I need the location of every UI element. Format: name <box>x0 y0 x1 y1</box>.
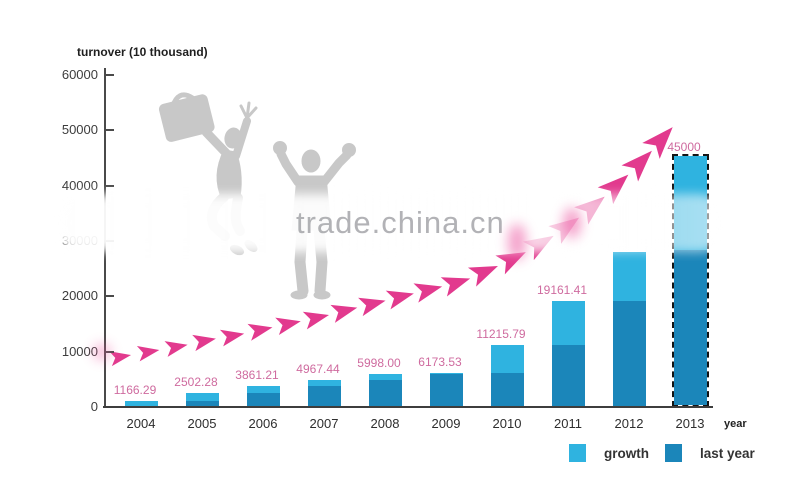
bar-segment-last-year <box>246 393 280 407</box>
bar-value-label: 4967.44 <box>296 361 340 376</box>
bar-segment-last-year <box>673 250 707 405</box>
x-tick-label: 2004 <box>126 416 156 431</box>
bar-segment-last-year <box>429 373 463 407</box>
bar-value-label: 1166.29 <box>113 382 157 397</box>
y-tick-label: 50000 <box>61 122 98 138</box>
bar-value-label: 6173.53 <box>418 354 462 369</box>
bar-segment-growth <box>185 393 219 401</box>
chart-title: turnover (10 thousand) <box>77 45 208 59</box>
bar-value-label: 19161.41 <box>536 282 588 297</box>
bar-segment-last-year <box>307 385 341 407</box>
x-tick-label: 2008 <box>370 416 400 431</box>
y-tick-label: 10000 <box>61 343 98 359</box>
x-axis-line <box>103 406 713 408</box>
legend-label-growth: growth <box>604 445 649 461</box>
legend: growth last year <box>569 444 755 462</box>
x-tick-label: 2005 <box>187 416 217 431</box>
x-axis-title: year <box>724 418 747 430</box>
blurred-arrow-smudge <box>93 344 111 360</box>
y-tick-label: 40000 <box>61 177 98 193</box>
bar-segment-last-year <box>612 300 646 407</box>
bar-segment-growth <box>429 372 463 374</box>
y-tick-label: 0 <box>90 399 98 414</box>
blurred-arrow-smudge <box>563 208 581 238</box>
bar-segment-growth <box>368 373 402 380</box>
bar-value-label: 45000 <box>667 140 701 154</box>
bar-segment-growth <box>246 385 280 394</box>
blurred-arrow-smudge <box>508 224 526 260</box>
bar-2007 <box>307 379 341 407</box>
bar-segment-growth <box>124 400 158 407</box>
bar-2008 <box>368 373 402 407</box>
bar-2009 <box>429 372 463 407</box>
bar-segment-growth <box>490 344 524 373</box>
x-tick-label: 2011 <box>554 416 582 431</box>
y-tick-mark <box>106 184 114 187</box>
bar-segment-last-year <box>368 379 402 407</box>
bar-2006 <box>246 385 280 407</box>
watermark-text: trade.china.cn <box>296 205 505 240</box>
bar-2010 <box>490 344 524 407</box>
legend-swatch-growth <box>569 444 586 462</box>
x-tick-label: 2010 <box>492 416 522 431</box>
bar-segment-growth <box>551 300 585 345</box>
y-tick-mark <box>106 129 114 132</box>
bar-segment-last-year <box>551 344 585 407</box>
bar-value-label: 3861.21 <box>235 367 279 382</box>
bar-2011 <box>551 300 585 407</box>
x-tick-label: 2013 <box>675 416 705 431</box>
x-tick-label: 2007 <box>309 416 339 431</box>
y-tick-mark <box>106 74 114 76</box>
bar-value-label: 2502.28 <box>174 375 218 390</box>
bar-segment-last-year <box>185 400 219 407</box>
legend-label-last-year: last year <box>700 445 755 461</box>
bar-segment-growth <box>307 379 341 386</box>
x-tick-label: 2006 <box>248 416 278 431</box>
bar-2005 <box>185 393 219 407</box>
bar-2013 <box>671 154 709 407</box>
legend-swatch-last-year <box>665 444 682 462</box>
bar-value-label: 5998.00 <box>357 355 401 370</box>
bar-value-label: 11215.79 <box>476 326 526 341</box>
bar-segment-last-year <box>490 372 524 407</box>
x-tick-label: 2009 <box>431 416 461 431</box>
y-tick-label: 60000 <box>61 67 98 82</box>
x-tick-label: 2012 <box>614 416 644 431</box>
bar-2012 <box>612 252 646 407</box>
y-tick-mark <box>106 295 114 298</box>
y-tick-label: 20000 <box>61 288 98 304</box>
bar-2004 <box>124 400 158 407</box>
bar-segment-growth <box>612 252 646 301</box>
